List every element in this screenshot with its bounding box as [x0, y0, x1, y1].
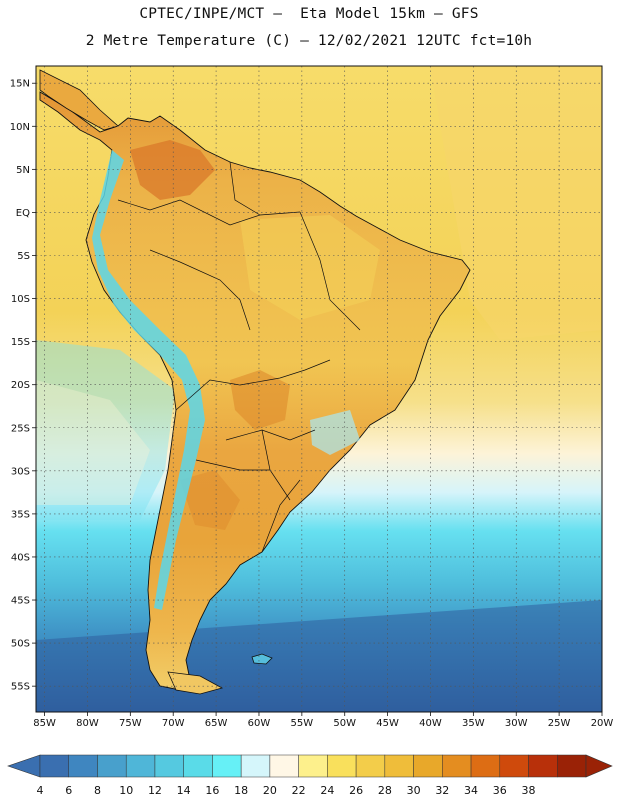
map-frame [35, 65, 603, 713]
map-plot-area [35, 65, 603, 713]
colorbar-label: 14 [177, 784, 191, 797]
colorbar-label: 32 [435, 784, 449, 797]
lon-tick-label: 60W [248, 718, 271, 729]
colorbar-swatch [413, 754, 443, 778]
colorbar-swatch [39, 754, 69, 778]
colorbar-label: 10 [119, 784, 133, 797]
colorbar-swatch [470, 754, 501, 778]
colorbar-swatch [68, 754, 98, 778]
colorbar-swatch [528, 754, 558, 778]
colorbar-label: 36 [493, 784, 507, 797]
colorbar-label: 22 [292, 784, 306, 797]
colorbar-swatch [384, 754, 414, 778]
lat-tick-label: 15S [11, 337, 30, 348]
colorbar-swatch [442, 754, 472, 778]
lat-tick-label: 30S [11, 466, 30, 477]
lon-tick-label: 70W [162, 718, 185, 729]
pacific-mild-band [36, 380, 150, 505]
llanos-hot-spot [130, 140, 215, 200]
lat-tick-label: EQ [16, 208, 30, 219]
colorbar-label: 20 [263, 784, 277, 797]
lon-tick-label: 40W [419, 718, 442, 729]
colorbar-label: 26 [349, 784, 363, 797]
colorbar-swatch [212, 754, 242, 778]
lat-tick-label: 55S [11, 682, 30, 693]
colorbar-label: 18 [234, 784, 248, 797]
colorbar-label: 4 [37, 784, 44, 797]
lat-tick-label: 5N [16, 165, 30, 176]
longitude-axis: 85W 80W 75W 70W 65W 60W 55W 50W 45W 40W 35W 30W 25W 2… [33, 712, 613, 729]
lon-tick-label: 20W [591, 718, 614, 729]
colorbar-swatch [298, 754, 328, 778]
lat-tick-label: 5S [17, 251, 30, 262]
temperature-colorbar: 4 6 8 10 12 14 16 18 20 22 24 26 28 30 32 34 36 38 [7, 754, 613, 797]
pampas-hot-spot [180, 470, 240, 530]
andes-cold-band [92, 150, 205, 610]
lat-tick-label: 20S [11, 380, 30, 391]
lat-tick-label: 35S [11, 509, 30, 520]
lon-tick-label: 30W [505, 718, 528, 729]
colorbar-label: 16 [205, 784, 219, 797]
colorbar-label: 28 [378, 784, 392, 797]
lat-tick-label: 25S [11, 423, 30, 434]
colorbar-label: 8 [94, 784, 101, 797]
colorbar-label: 30 [407, 784, 421, 797]
falkland-islands [251, 653, 273, 665]
colorbar-high-arrow [585, 754, 613, 778]
lon-tick-label: 80W [76, 718, 99, 729]
lon-tick-label: 50W [333, 718, 356, 729]
colorbar-swatch [240, 754, 271, 778]
lon-tick-label: 85W [33, 718, 56, 729]
lat-tick-label: 15N [10, 79, 30, 90]
colorbar-swatch [154, 754, 184, 778]
lat-tick-label: 10S [11, 294, 30, 305]
amazon-mild-area [240, 215, 380, 320]
colorbar-swatch [269, 754, 299, 778]
lat-tick-label: 50S [11, 639, 30, 650]
colorbar-label: 38 [522, 784, 536, 797]
lat-tick-label: 45S [11, 596, 30, 607]
colorbar-swatch [499, 754, 529, 778]
central-america-land [39, 69, 119, 131]
lon-tick-label: 75W [119, 718, 142, 729]
pacific-cool-band [36, 340, 175, 520]
colorbar-swatch [355, 754, 386, 778]
lat-tick-label: 10N [10, 122, 30, 133]
lon-tick-label: 25W [548, 718, 571, 729]
colorbar-swatch [183, 754, 213, 778]
chaco-hot-spot [230, 370, 290, 430]
chart-title-line1: CPTEC/INPE/MCT – Eta Model 15km – GFS [139, 6, 479, 22]
lon-tick-label: 35W [462, 718, 485, 729]
colorbar-label: 24 [320, 784, 334, 797]
tierra-del-fuego [167, 671, 224, 695]
colorbar-low-arrow [7, 754, 41, 778]
colorbar-swatch [97, 754, 127, 778]
colorbar-label: 12 [148, 784, 162, 797]
lon-tick-label: 65W [205, 718, 228, 729]
colorbar-swatch [557, 754, 587, 778]
lon-tick-label: 55W [291, 718, 314, 729]
lat-tick-label: 40S [11, 552, 30, 563]
colorbar-swatch [125, 754, 156, 778]
latitude-axis: 15N 10N 5N EQ 5S 10S 15S 20S 25S 30S 35S 40S 45S 50S 5… [10, 79, 36, 693]
colorbar-swatch [327, 754, 357, 778]
chart-title-line2: 2 Metre Temperature (C) – 12/02/2021 12U… [85, 33, 533, 49]
colorbar-label: 6 [65, 784, 72, 797]
southern-brazil-cool-patch [310, 410, 360, 455]
colorbar-label: 34 [464, 784, 478, 797]
lon-tick-label: 45W [376, 718, 399, 729]
